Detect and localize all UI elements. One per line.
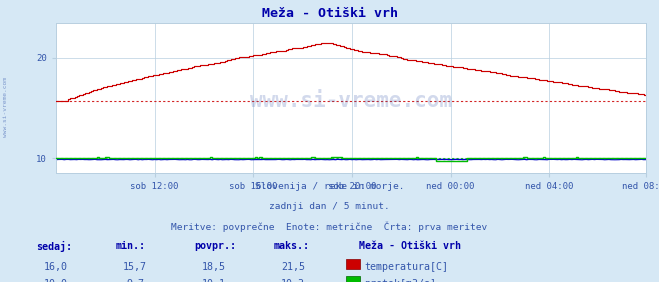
Text: min.:: min.: (115, 241, 146, 251)
Text: Meža - Otiški vrh: Meža - Otiški vrh (359, 241, 461, 251)
Text: Meža - Otiški vrh: Meža - Otiški vrh (262, 7, 397, 20)
Text: pretok[m3/s]: pretok[m3/s] (364, 279, 436, 282)
Text: 18,5: 18,5 (202, 262, 226, 272)
Text: 10,1: 10,1 (202, 279, 226, 282)
Text: temperatura[C]: temperatura[C] (364, 262, 448, 272)
Text: 15,7: 15,7 (123, 262, 147, 272)
Text: Slovenija / reke in morje.: Slovenija / reke in morje. (255, 182, 404, 191)
Text: maks.:: maks.: (273, 241, 310, 251)
Text: 16,0: 16,0 (44, 262, 68, 272)
Text: sedaj:: sedaj: (36, 241, 72, 252)
Text: zadnji dan / 5 minut.: zadnji dan / 5 minut. (269, 202, 390, 211)
Text: Meritve: povprečne  Enote: metrične  Črta: prva meritev: Meritve: povprečne Enote: metrične Črta:… (171, 221, 488, 232)
Text: 21,5: 21,5 (281, 262, 305, 272)
Text: www.si-vreme.com: www.si-vreme.com (3, 77, 8, 137)
Text: 9,7: 9,7 (126, 279, 144, 282)
Text: 10,0: 10,0 (44, 279, 68, 282)
Text: www.si-vreme.com: www.si-vreme.com (250, 91, 452, 111)
Text: 10,3: 10,3 (281, 279, 305, 282)
Text: povpr.:: povpr.: (194, 241, 237, 251)
